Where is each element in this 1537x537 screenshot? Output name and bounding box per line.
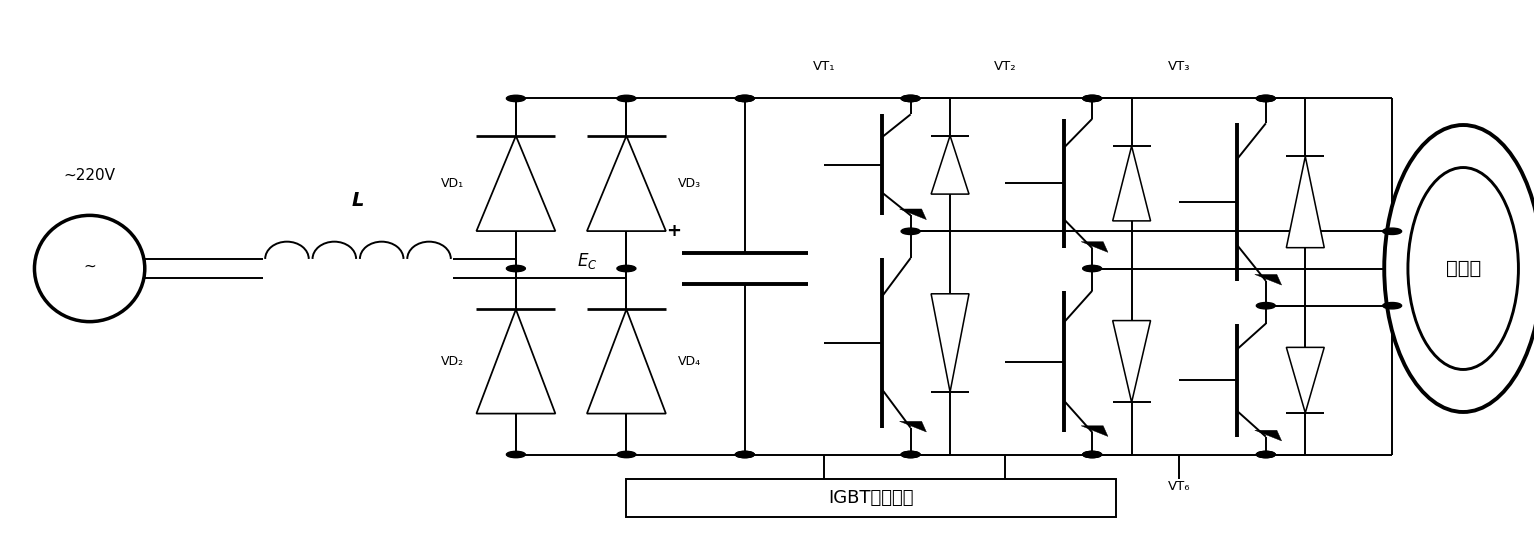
Circle shape <box>1082 95 1102 101</box>
Polygon shape <box>1113 146 1151 221</box>
Text: ~: ~ <box>83 258 95 273</box>
Text: IGBT驱动电路: IGBT驱动电路 <box>828 489 915 507</box>
Text: VD₁: VD₁ <box>441 177 464 190</box>
Circle shape <box>1256 95 1276 101</box>
Circle shape <box>616 95 636 101</box>
Polygon shape <box>899 422 927 432</box>
Circle shape <box>1383 302 1402 309</box>
Circle shape <box>901 95 921 101</box>
Polygon shape <box>1286 156 1325 248</box>
Text: $E_C$: $E_C$ <box>576 251 598 271</box>
Text: VT₃: VT₃ <box>1168 60 1190 73</box>
Circle shape <box>1082 265 1102 272</box>
Polygon shape <box>587 309 666 413</box>
Polygon shape <box>476 136 555 231</box>
Polygon shape <box>931 294 968 392</box>
Circle shape <box>1082 451 1102 458</box>
FancyBboxPatch shape <box>627 479 1116 517</box>
Circle shape <box>735 95 755 101</box>
Text: VT₁: VT₁ <box>813 60 835 73</box>
Text: VT₄: VT₄ <box>813 480 835 493</box>
Circle shape <box>506 95 526 101</box>
Circle shape <box>616 451 636 458</box>
Text: VD₄: VD₄ <box>678 355 701 368</box>
Circle shape <box>1256 451 1276 458</box>
Circle shape <box>1082 451 1102 458</box>
Circle shape <box>901 95 921 101</box>
Circle shape <box>901 451 921 458</box>
Circle shape <box>901 451 921 458</box>
Text: VD₃: VD₃ <box>678 177 701 190</box>
Circle shape <box>506 265 526 272</box>
Polygon shape <box>587 136 666 231</box>
Text: VT₅: VT₅ <box>994 480 1016 493</box>
Circle shape <box>1256 451 1276 458</box>
Polygon shape <box>899 209 927 220</box>
Text: ~220V: ~220V <box>63 169 115 184</box>
Circle shape <box>1256 95 1276 101</box>
Polygon shape <box>476 309 555 413</box>
Text: VD₂: VD₂ <box>441 355 464 368</box>
Polygon shape <box>1081 426 1108 437</box>
Text: 电动机: 电动机 <box>1446 259 1480 278</box>
Text: +: + <box>666 222 681 240</box>
Circle shape <box>735 95 755 101</box>
Polygon shape <box>1254 274 1282 285</box>
Circle shape <box>901 228 921 235</box>
Circle shape <box>1383 228 1402 235</box>
Circle shape <box>616 265 636 272</box>
Circle shape <box>735 451 755 458</box>
Polygon shape <box>1286 347 1325 413</box>
Circle shape <box>735 451 755 458</box>
Ellipse shape <box>1385 125 1537 412</box>
Text: L: L <box>352 191 364 210</box>
Polygon shape <box>1081 242 1108 252</box>
Polygon shape <box>1254 430 1282 441</box>
Text: VT₂: VT₂ <box>994 60 1016 73</box>
Polygon shape <box>931 136 968 194</box>
Circle shape <box>1256 302 1276 309</box>
Circle shape <box>506 451 526 458</box>
Polygon shape <box>1113 321 1151 402</box>
Text: VT₆: VT₆ <box>1168 480 1190 493</box>
Circle shape <box>1082 95 1102 101</box>
